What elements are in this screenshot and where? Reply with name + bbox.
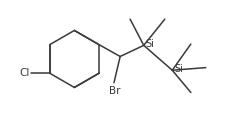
Text: Si: Si: [174, 64, 183, 74]
Text: Si: Si: [146, 39, 155, 49]
Text: Br: Br: [109, 86, 121, 96]
Text: Cl: Cl: [20, 68, 30, 78]
